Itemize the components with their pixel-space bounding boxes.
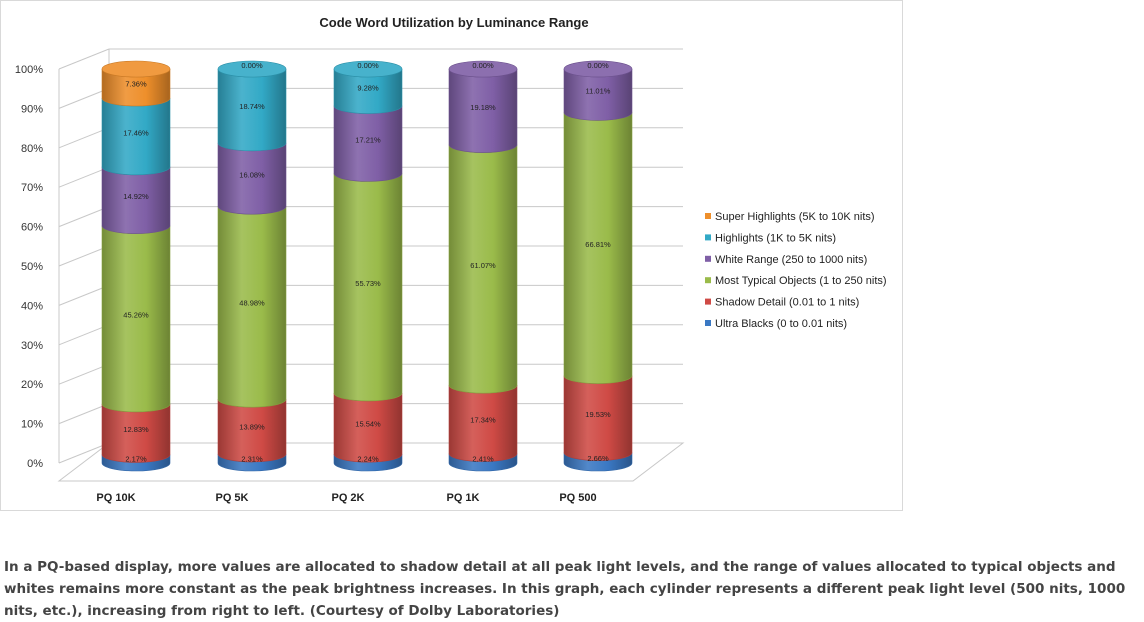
data-label-pq-2k-ultra-blacks-0-to-0-01-nits: 2.24% bbox=[357, 455, 379, 464]
legend-swatch bbox=[705, 255, 711, 262]
data-label-pq-1k-white-range-250-to-1000-nits: 19.18% bbox=[470, 103, 496, 112]
legend-swatch bbox=[705, 277, 711, 284]
figure-caption: In a PQ-based display, more values are a… bbox=[4, 559, 1126, 619]
data-label-pq-500-white-range-250-to-1000-nits: 11.01% bbox=[586, 87, 611, 96]
data-label-pq-5k-super-highlights-5k-to-10k-nits: 0.00% bbox=[241, 61, 263, 70]
data-label-pq-2k-white-range-250-to-1000-nits: 17.21% bbox=[355, 135, 381, 144]
legend: Super Highlights (5K to 10K nits) Highlig… bbox=[705, 211, 887, 330]
gridline-side bbox=[58, 403, 110, 425]
y-tick-label: 90% bbox=[21, 103, 43, 115]
chart-frame: Code Word Utilization by Luminance Range… bbox=[0, 0, 903, 511]
y-tick-label: 0% bbox=[27, 458, 43, 470]
legend-label: Shadow Detail (0.01 to 1 nits) bbox=[715, 297, 859, 309]
bar-cap-pq-5k bbox=[217, 60, 287, 78]
x-axis-categories: PQ 10K PQ 5K PQ 2K PQ 1K PQ 500 bbox=[96, 492, 596, 504]
data-label-pq-5k-most-typical-objects-1-to-250-nits: 48.98% bbox=[239, 299, 265, 308]
data-label-pq-10k-highlights-1k-to-5k-nits: 17.46% bbox=[123, 128, 149, 137]
y-tick-label: 80% bbox=[21, 143, 43, 155]
bars-layer: 2.17% 12.83% 45.26% 14.92% 17.46% 7.36% 2.31% 1… bbox=[101, 60, 633, 472]
y-tick-label: 50% bbox=[21, 261, 43, 273]
floor bbox=[57, 442, 685, 482]
y-tick-label: 70% bbox=[21, 182, 43, 194]
chart-title: Code Word Utilization by Luminance Range bbox=[319, 15, 588, 30]
bar-cap-pq-2k bbox=[333, 60, 403, 78]
legend-item-white-range-250-to-1000-nits: White Range (250 to 1000 nits) bbox=[705, 254, 867, 266]
x-tick-label: PQ 5K bbox=[215, 492, 248, 504]
data-label-pq-2k-highlights-1k-to-5k-nits: 9.28% bbox=[357, 83, 379, 92]
data-label-pq-5k-white-range-250-to-1000-nits: 16.08% bbox=[239, 171, 265, 180]
legend-item-ultra-blacks-0-to-0-01-nits: Ultra Blacks (0 to 0.01 nits) bbox=[705, 318, 847, 330]
y-tick-label: 60% bbox=[21, 222, 43, 234]
legend-item-highlights-1k-to-5k-nits: Highlights (1K to 5K nits) bbox=[705, 232, 836, 244]
bar-cap-pq-500 bbox=[563, 60, 633, 78]
bar-stack-pq-5k: 2.31% 13.89% 48.98% 16.08% 18.74% 0.00% bbox=[217, 60, 287, 472]
legend-label: Most Typical Objects (1 to 250 nits) bbox=[715, 275, 887, 287]
x-tick-label: PQ 1K bbox=[446, 492, 479, 504]
data-label-pq-5k-shadow-detail-0-01-to-1-nits: 13.89% bbox=[239, 423, 265, 432]
legend-label: Super Highlights (5K to 10K nits) bbox=[715, 211, 875, 223]
data-label-pq-1k-ultra-blacks-0-to-0-01-nits: 2.41% bbox=[472, 454, 494, 463]
data-label-pq-2k-super-highlights-5k-to-10k-nits: 0.00% bbox=[357, 61, 379, 70]
x-tick-label: PQ 2K bbox=[331, 492, 364, 504]
gridline-side bbox=[58, 284, 110, 306]
legend-label: Highlights (1K to 5K nits) bbox=[715, 232, 836, 244]
y-tick-label: 40% bbox=[21, 300, 43, 312]
legend-swatch bbox=[705, 320, 711, 326]
gridline-side bbox=[58, 48, 110, 70]
x-tick-label: PQ 10K bbox=[96, 492, 135, 504]
gridline-side bbox=[58, 442, 110, 464]
data-label-pq-500-shadow-detail-0-01-to-1-nits: 19.53% bbox=[585, 410, 611, 419]
gridline-side bbox=[58, 87, 110, 109]
data-label-pq-2k-most-typical-objects-1-to-250-nits: 55.73% bbox=[355, 279, 381, 288]
y-tick-label: 10% bbox=[21, 419, 43, 431]
y-tick-label: 100% bbox=[15, 64, 43, 76]
data-label-pq-5k-ultra-blacks-0-to-0-01-nits: 2.31% bbox=[241, 454, 263, 463]
y-tick-label: 20% bbox=[21, 379, 43, 391]
data-label-pq-500-most-typical-objects-1-to-250-nits: 66.81% bbox=[585, 240, 611, 249]
data-label-pq-500-super-highlights-5k-to-10k-nits: 0.00% bbox=[587, 61, 609, 70]
data-label-pq-500-ultra-blacks-0-to-0-01-nits: 2.66% bbox=[587, 454, 609, 463]
legend-label: White Range (250 to 1000 nits) bbox=[715, 254, 867, 266]
bar-stack-pq-2k: 2.24% 15.54% 55.73% 17.21% 9.28% 0.00% bbox=[333, 60, 403, 472]
gridline-side bbox=[58, 127, 110, 149]
legend-swatch bbox=[705, 213, 711, 219]
legend-item-most-typical-objects-1-to-250-nits: Most Typical Objects (1 to 250 nits) bbox=[705, 275, 887, 287]
gridline-side bbox=[58, 166, 110, 188]
gridline-side bbox=[58, 363, 110, 385]
bar-stack-pq-1k: 2.41% 17.34% 61.07% 19.18% 0.00% bbox=[448, 60, 518, 472]
data-label-pq-10k-ultra-blacks-0-to-0-01-nits: 2.17% bbox=[125, 455, 147, 464]
legend-label: Ultra Blacks (0 to 0.01 nits) bbox=[715, 318, 847, 330]
legend-swatch bbox=[705, 234, 711, 241]
data-label-pq-10k-white-range-250-to-1000-nits: 14.92% bbox=[123, 192, 149, 201]
y-axis-ticks: 0% 10% 20% 30% 40% 50% 60% 70% 80% 90% 100% bbox=[15, 64, 43, 470]
data-label-pq-1k-super-highlights-5k-to-10k-nits: 0.00% bbox=[472, 61, 494, 70]
y-tick-label: 30% bbox=[21, 340, 43, 352]
data-label-pq-1k-shadow-detail-0-01-to-1-nits: 17.34% bbox=[470, 415, 496, 424]
bar-cap-pq-1k bbox=[448, 60, 518, 78]
gridline-side bbox=[58, 206, 110, 228]
x-tick-label: PQ 500 bbox=[559, 492, 596, 504]
legend-item-shadow-detail-0-01-to-1-nits: Shadow Detail (0.01 to 1 nits) bbox=[705, 297, 859, 309]
data-label-pq-5k-highlights-1k-to-5k-nits: 18.74% bbox=[239, 102, 265, 111]
data-label-pq-10k-most-typical-objects-1-to-250-nits: 45.26% bbox=[123, 311, 149, 320]
bar-cap-pq-10k bbox=[101, 60, 171, 78]
bar-stack-pq-500: 2.66% 19.53% 66.81% 11.01% 0.00% bbox=[563, 60, 633, 472]
legend-swatch bbox=[705, 298, 711, 305]
gridline-side bbox=[58, 245, 110, 267]
chart-svg: Code Word Utilization by Luminance Range… bbox=[15, 15, 887, 504]
data-label-pq-2k-shadow-detail-0-01-to-1-nits: 15.54% bbox=[355, 420, 381, 429]
gridline-side bbox=[58, 324, 110, 346]
data-label-pq-1k-most-typical-objects-1-to-250-nits: 61.07% bbox=[470, 261, 496, 270]
data-label-pq-10k-super-highlights-5k-to-10k-nits: 7.36% bbox=[125, 79, 147, 88]
bar-stack-pq-10k: 2.17% 12.83% 45.26% 14.92% 17.46% 7.36% bbox=[101, 60, 171, 472]
data-label-pq-10k-shadow-detail-0-01-to-1-nits: 12.83% bbox=[123, 425, 149, 434]
legend-item-super-highlights-5k-to-10k-nits: Super Highlights (5K to 10K nits) bbox=[705, 211, 875, 223]
